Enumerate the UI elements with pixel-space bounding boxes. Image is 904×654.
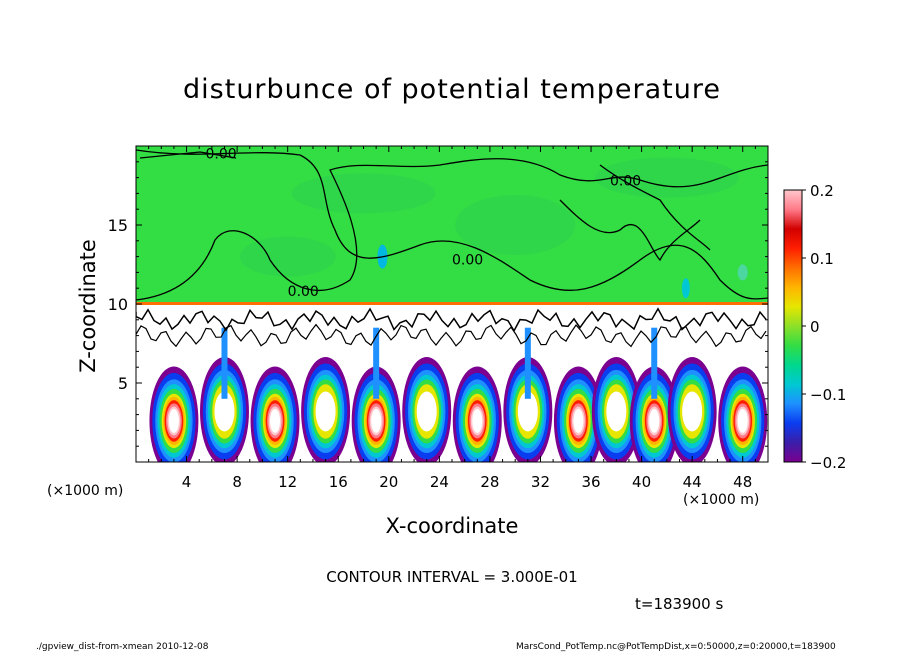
x-tick-label: 4 bbox=[182, 473, 192, 491]
x-unit-label-right: (×1000 m) bbox=[683, 492, 760, 508]
plume-core bbox=[682, 391, 703, 432]
plume-stem bbox=[221, 327, 228, 399]
contour-label: 0.00 bbox=[288, 284, 319, 300]
plume-stem bbox=[524, 327, 531, 399]
footer-right: MarsCond_PotTemp.nc@PotTempDist,x=0:5000… bbox=[516, 642, 836, 652]
colorbar: 0.2 0.1 0 −0.1 −0.2 bbox=[783, 182, 846, 472]
x-tick-label: 32 bbox=[531, 473, 550, 491]
x-axis: 4 8 12 16 20 24 28 32 36 40 44 48 bbox=[148, 146, 756, 491]
plume-core bbox=[517, 391, 538, 432]
contour-line bbox=[599, 164, 711, 251]
contour-line bbox=[136, 158, 768, 301]
plume-core bbox=[214, 391, 235, 432]
chart-title: disturbunce of potential temperature bbox=[183, 74, 721, 105]
x-tick-label: 48 bbox=[733, 473, 752, 491]
y-axis-label: Z-coordinate bbox=[76, 239, 100, 373]
contour-line bbox=[136, 149, 768, 300]
plume-stem bbox=[651, 327, 658, 399]
x-tick-label: 12 bbox=[278, 473, 297, 491]
x-tick-label: 8 bbox=[232, 473, 242, 491]
x-tick-label: 20 bbox=[379, 473, 398, 491]
contour-line bbox=[559, 199, 701, 262]
inversion-band bbox=[136, 302, 768, 305]
x-unit-label-left: (×1000 m) bbox=[47, 483, 124, 499]
plume-core bbox=[606, 391, 627, 432]
colorbar-tick-label: 0.1 bbox=[810, 250, 834, 268]
contour-interval-label: CONTOUR INTERVAL = 3.000E-01 bbox=[326, 568, 578, 586]
contour-label: 0.00 bbox=[452, 253, 483, 269]
colorbar-tick-label: −0.1 bbox=[810, 386, 846, 404]
plume-core bbox=[168, 408, 179, 433]
plume-core bbox=[416, 391, 437, 432]
contour-line bbox=[136, 307, 767, 333]
time-label: t=183900 s bbox=[635, 595, 724, 613]
colorbar-bar bbox=[783, 189, 803, 463]
colorbar-tick-label: −0.2 bbox=[810, 454, 846, 472]
contour-label: 0.00 bbox=[206, 147, 237, 163]
plume-core bbox=[371, 408, 382, 433]
heatmap-field: 0.00 0.00 0.00 0.00 bbox=[136, 146, 768, 462]
x-tick-label: 40 bbox=[632, 473, 651, 491]
field-spot bbox=[681, 278, 690, 299]
colorbar-tick-label: 0.2 bbox=[810, 182, 834, 200]
field-patch bbox=[455, 195, 576, 255]
field-patch bbox=[291, 173, 436, 214]
colorbar-tick-label: 0 bbox=[810, 318, 820, 336]
plume-core bbox=[472, 408, 483, 433]
plume-core bbox=[573, 408, 584, 433]
z-tick-label: 10 bbox=[108, 295, 128, 314]
contour-label: 0.00 bbox=[610, 174, 641, 190]
x-tick-label: 16 bbox=[329, 473, 348, 491]
plume-core bbox=[315, 391, 336, 432]
z-axis: 5 10 15 bbox=[108, 161, 768, 447]
x-tick-label: 44 bbox=[683, 473, 702, 491]
z-tick-label: 5 bbox=[118, 374, 128, 393]
field-patch bbox=[594, 157, 739, 198]
plume-core bbox=[737, 408, 748, 433]
x-tick-label: 36 bbox=[581, 473, 600, 491]
x-tick-label: 24 bbox=[430, 473, 449, 491]
contour-line bbox=[136, 323, 767, 348]
contour-line bbox=[139, 151, 237, 159]
z-tick-label: 15 bbox=[108, 216, 128, 235]
plume-core bbox=[649, 408, 660, 433]
field-patch bbox=[239, 236, 336, 277]
x-tick-label: 28 bbox=[480, 473, 499, 491]
footer-left: ./gpview_dist-from-xmean 2010-12-08 bbox=[36, 642, 209, 652]
plume-core bbox=[270, 408, 281, 433]
x-axis-label: X-coordinate bbox=[385, 514, 519, 538]
field-spot bbox=[737, 264, 748, 281]
plume-stem bbox=[373, 327, 380, 399]
